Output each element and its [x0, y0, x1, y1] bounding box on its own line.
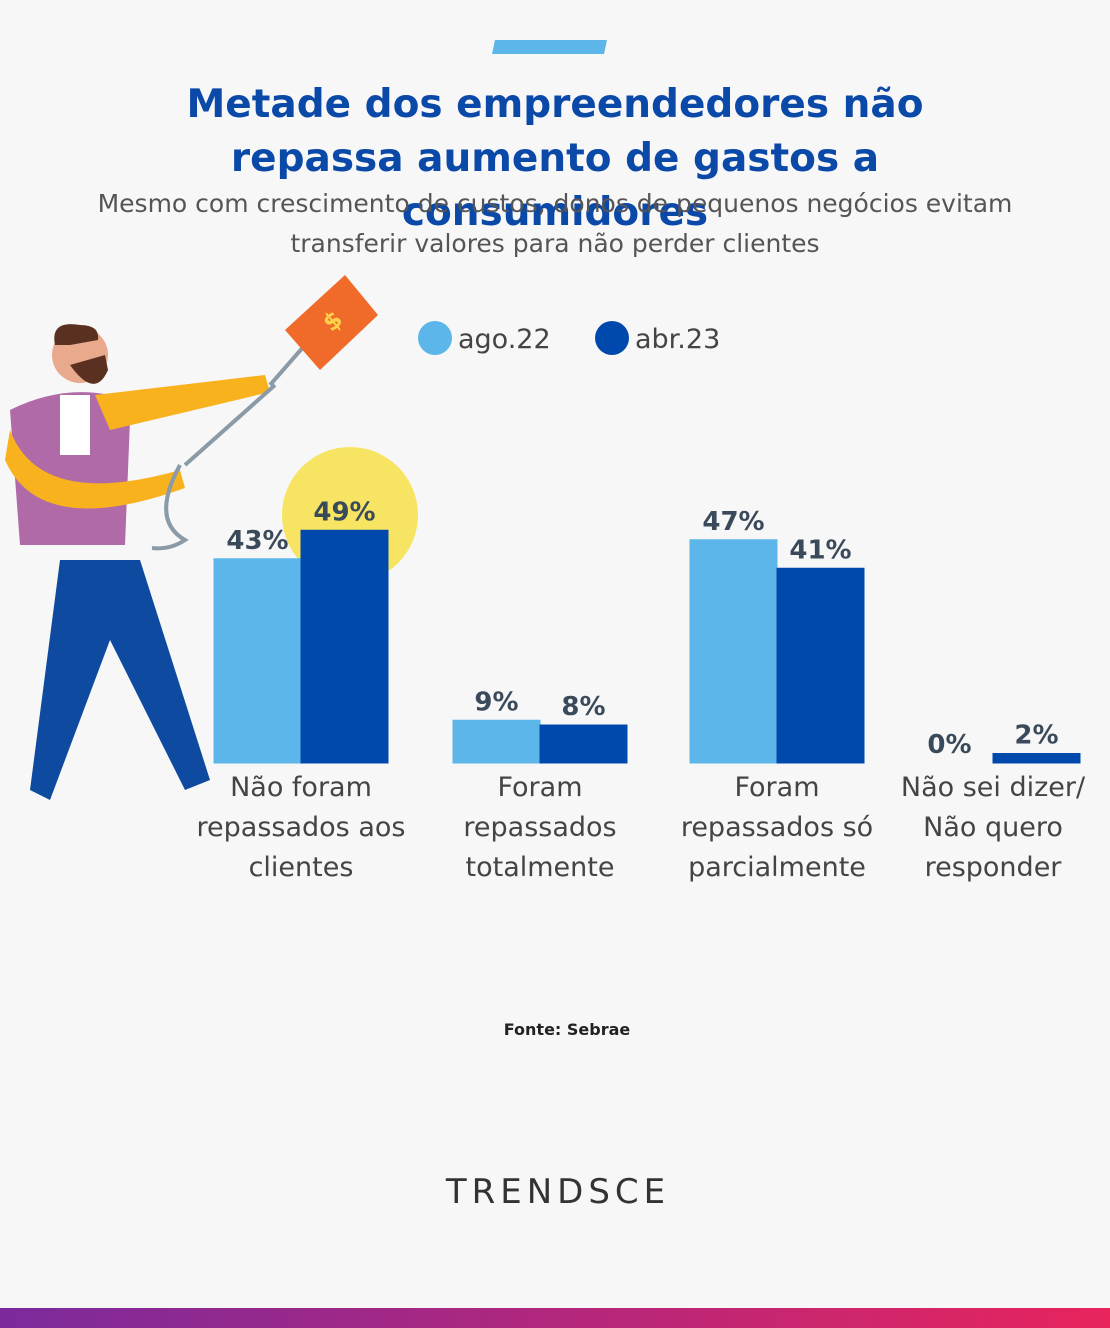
legend-swatch	[418, 321, 452, 355]
value-label: 8%	[561, 692, 605, 722]
bar	[300, 529, 389, 764]
value-label: 9%	[474, 687, 518, 717]
bar	[539, 724, 628, 764]
footer-bar	[0, 1308, 1110, 1328]
illustration: $	[5, 275, 378, 800]
bar	[689, 539, 778, 764]
bar	[776, 567, 865, 764]
legend-label: abr.23	[635, 324, 720, 355]
chart-title: Metade dos empreendedores não repassa au…	[186, 82, 924, 235]
bar	[992, 753, 1081, 764]
brand-logo: TRENDSCE	[445, 1172, 671, 1212]
value-label: 2%	[1014, 721, 1058, 751]
value-label: 49%	[313, 497, 375, 527]
legend-swatch	[595, 321, 629, 355]
value-label: 41%	[789, 535, 851, 565]
bar	[452, 719, 541, 764]
x-tick-label: Não sei dizer/ Não quero responder	[900, 772, 1086, 883]
legend-label: ago.22	[458, 324, 551, 355]
source: Fonte: Sebrae	[503, 1020, 631, 1039]
chart-subtitle: Mesmo com crescimento de custos, donos d…	[97, 189, 1013, 258]
value-label: 0%	[927, 730, 971, 760]
accent-bar	[492, 40, 607, 54]
value-label: 47%	[702, 507, 764, 537]
value-label: 43%	[226, 526, 288, 556]
bar	[213, 558, 302, 764]
x-tick-label: Não foram repassados aos clientes	[196, 772, 406, 883]
x-tick-label: Foram repassados só parcialmente	[680, 772, 874, 883]
x-tick-label: Foram repassados totalmente	[463, 772, 617, 883]
